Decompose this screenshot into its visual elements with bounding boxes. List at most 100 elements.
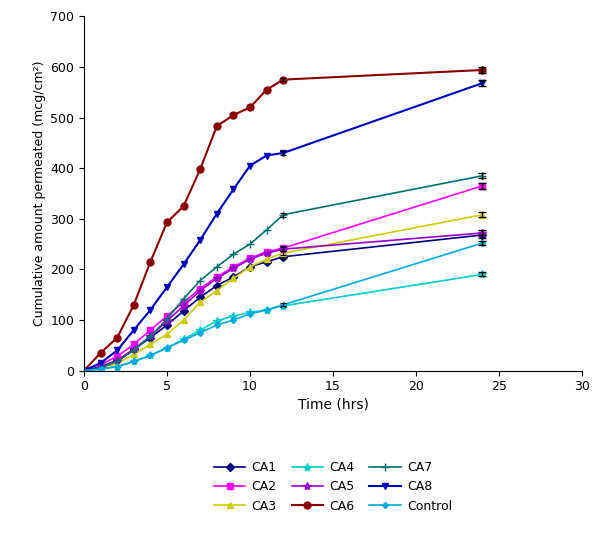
Line: CA8: CA8 (81, 80, 485, 373)
CA1 (230, 274, 237, 280)
CA3 (213, 287, 220, 294)
CA5 (230, 265, 237, 271)
Control (230, 317, 237, 323)
CA2 (247, 255, 254, 262)
CA4 (113, 364, 121, 370)
CA1 (280, 253, 287, 260)
CA7 (247, 241, 254, 247)
Line: CA1: CA1 (81, 232, 485, 373)
CA5 (130, 346, 137, 353)
Line: CA2: CA2 (81, 183, 485, 373)
CA4 (197, 327, 204, 334)
CA1 (479, 232, 486, 238)
CA8 (213, 210, 220, 217)
CA8 (180, 261, 187, 268)
CA4 (147, 352, 154, 359)
CA5 (97, 364, 104, 371)
Control (163, 344, 170, 351)
CA7 (197, 277, 204, 284)
CA7 (263, 227, 270, 233)
CA4 (163, 344, 170, 351)
CA2 (163, 313, 170, 319)
Legend: CA1, CA2, CA3, CA4, CA5, CA6, CA7, CA8, Control: CA1, CA2, CA3, CA4, CA5, CA6, CA7, CA8, … (208, 455, 458, 519)
CA5 (80, 367, 88, 374)
CA2 (479, 183, 486, 189)
CA3 (113, 360, 121, 367)
CA2 (213, 274, 220, 280)
CA3 (263, 256, 270, 263)
CA4 (479, 271, 486, 278)
CA2 (147, 327, 154, 334)
CA3 (280, 250, 287, 257)
CA1 (97, 364, 104, 370)
CA3 (479, 211, 486, 218)
CA3 (230, 275, 237, 282)
CA4 (97, 366, 104, 372)
CA8 (247, 162, 254, 169)
CA6 (130, 301, 137, 308)
CA2 (97, 361, 104, 368)
CA6 (113, 335, 121, 341)
CA8 (113, 347, 121, 354)
CA5 (263, 250, 270, 257)
Control (180, 337, 187, 343)
CA2 (113, 353, 121, 360)
CA4 (263, 307, 270, 313)
CA2 (263, 249, 270, 255)
CA7 (479, 172, 486, 179)
CA7 (213, 264, 220, 270)
CA5 (280, 246, 287, 252)
CA3 (130, 351, 137, 358)
Control (113, 364, 121, 370)
CA6 (97, 350, 104, 356)
CA6 (280, 76, 287, 83)
CA8 (230, 186, 237, 193)
Line: CA7: CA7 (80, 172, 487, 375)
Control (97, 366, 104, 372)
Line: CA6: CA6 (80, 66, 486, 374)
CA1 (263, 258, 270, 265)
CA4 (80, 367, 88, 374)
CA5 (247, 256, 254, 263)
CA6 (180, 203, 187, 209)
CA2 (280, 245, 287, 251)
CA4 (280, 302, 287, 309)
CA1 (197, 294, 204, 300)
CA8 (479, 80, 486, 87)
CA6 (80, 367, 88, 374)
Control (147, 352, 154, 359)
CA3 (147, 341, 154, 348)
CA7 (180, 295, 187, 302)
CA8 (130, 327, 137, 334)
CA5 (163, 318, 170, 324)
Control (247, 311, 254, 317)
Control (80, 367, 88, 374)
CA6 (230, 112, 237, 118)
CA5 (213, 275, 220, 282)
Control (197, 329, 204, 336)
X-axis label: Time (hrs): Time (hrs) (298, 397, 368, 411)
CA4 (213, 318, 220, 324)
CA8 (197, 237, 204, 243)
CA4 (230, 313, 237, 319)
CA3 (80, 367, 88, 374)
Control (263, 307, 270, 313)
CA7 (113, 358, 121, 365)
CA5 (147, 333, 154, 340)
CA4 (130, 358, 137, 365)
CA6 (213, 123, 220, 130)
CA1 (163, 322, 170, 328)
CA6 (163, 219, 170, 226)
CA5 (113, 357, 121, 364)
CA8 (97, 360, 104, 366)
CA3 (180, 317, 187, 323)
CA6 (479, 66, 486, 73)
CA1 (180, 307, 187, 314)
CA6 (263, 87, 270, 93)
Line: CA4: CA4 (80, 270, 487, 375)
Control (213, 322, 220, 328)
Control (280, 301, 287, 308)
Line: CA3: CA3 (81, 212, 485, 373)
CA5 (197, 287, 204, 294)
CA7 (97, 364, 104, 371)
